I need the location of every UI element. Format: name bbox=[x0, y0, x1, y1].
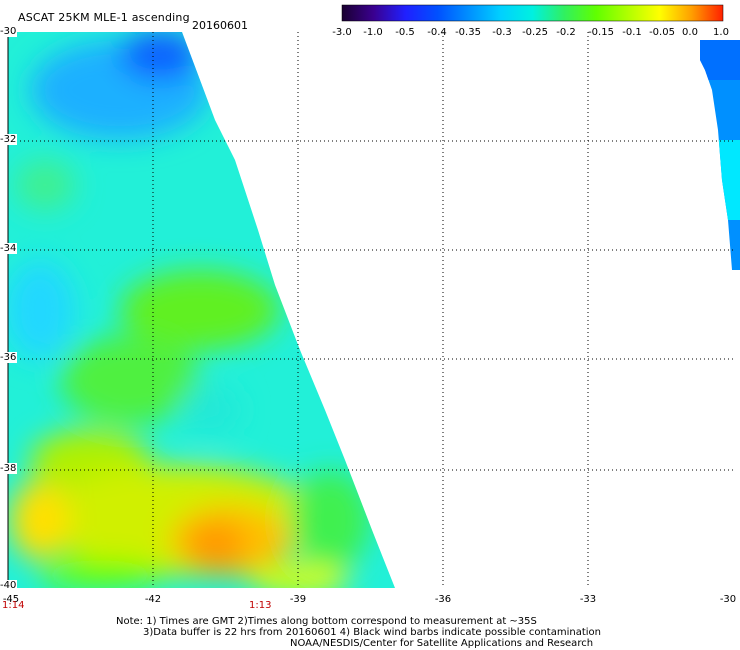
lon-label: -33 bbox=[579, 594, 597, 605]
colorbar-label: -0.5 bbox=[395, 27, 415, 38]
lon-label: -36 bbox=[434, 594, 452, 605]
date-label: 20160601 bbox=[192, 19, 248, 32]
colorbar-label: -3.0 bbox=[332, 27, 352, 38]
time-label-mid: 1:13 bbox=[249, 600, 272, 611]
gridlines bbox=[8, 32, 736, 588]
colorbar-label: -0.25 bbox=[522, 27, 548, 38]
swath-left bbox=[8, 32, 395, 588]
lat-label: -32 bbox=[0, 134, 18, 145]
colorbar-label: -0.1 bbox=[622, 27, 642, 38]
lon-label: -30 bbox=[719, 594, 737, 605]
colorbar-label: -1.0 bbox=[363, 27, 383, 38]
time-label-left: 1:14 bbox=[2, 600, 25, 611]
colorbar-frame bbox=[341, 4, 724, 22]
lat-label: -36 bbox=[0, 352, 18, 363]
note-line-1: Note: 1) Times are GMT 2)Times along bot… bbox=[116, 616, 537, 627]
colorbar-label: -0.35 bbox=[455, 27, 481, 38]
colorbar-label: -0.4 bbox=[427, 27, 447, 38]
lat-label: -34 bbox=[0, 243, 18, 254]
colorbar-label: 0.0 bbox=[682, 27, 698, 38]
colorbar-label: -0.3 bbox=[492, 27, 512, 38]
colorbar-label: -0.2 bbox=[556, 27, 576, 38]
lon-label: -42 bbox=[144, 594, 162, 605]
colorbar-label: -0.15 bbox=[588, 27, 614, 38]
chart-title: ASCAT 25KM MLE-1 ascending bbox=[18, 11, 190, 24]
colorbar-label: 1.0 bbox=[713, 27, 729, 38]
lat-label: -38 bbox=[0, 463, 18, 474]
lat-label: -40 bbox=[0, 580, 18, 591]
lon-label: -45 bbox=[2, 594, 20, 605]
lat-label: -30 bbox=[0, 26, 18, 37]
note-line-3: NOAA/NESDIS/Center for Satellite Applica… bbox=[290, 638, 594, 649]
lon-label: -39 bbox=[289, 594, 307, 605]
note-line-2: 3)Data buffer is 22 hrs from 20160601 4)… bbox=[143, 627, 601, 638]
colorbar-label: -0.05 bbox=[649, 27, 675, 38]
swath-right bbox=[700, 40, 740, 270]
